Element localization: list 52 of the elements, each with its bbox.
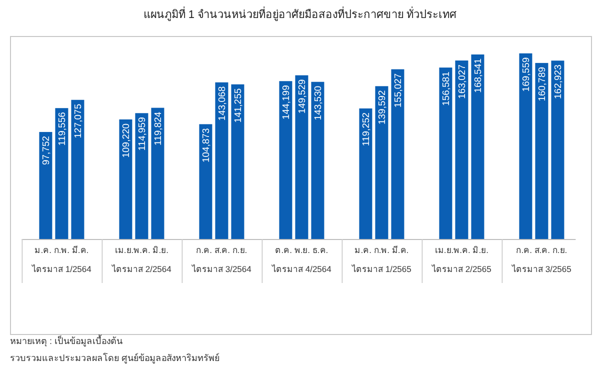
bar [231, 84, 244, 239]
data-label: 144,199 [281, 85, 292, 120]
bar [439, 68, 452, 239]
bar [359, 108, 372, 239]
bar [391, 69, 404, 239]
bar [455, 60, 468, 239]
x-tick-label: ก.ค. ส.ค. ก.ย. ไตรมาส 3/2564 [191, 245, 252, 274]
data-label: 119,824 [153, 112, 164, 146]
bar [519, 53, 532, 239]
bar [55, 108, 68, 239]
data-label: 149,529 [297, 79, 308, 114]
data-label: 119,556 [57, 112, 68, 146]
x-tick-label: ม.ค. ก.พ. มี.ค. ไตรมาส 1/2565 [351, 245, 412, 274]
data-label: 143,530 [313, 86, 324, 120]
text: รวบรวมและประมวลผลโดย ศูนย์ข้อมูลอสังหาริมทรัพย์ [10, 352, 220, 364]
data-label: 155,027 [393, 73, 404, 108]
data-label: 119,252 [361, 112, 372, 146]
x-tick-label: ก.ค. ส.ค. ก.ย. ไตรมาส 3/2565 [511, 245, 572, 274]
data-label: 141,255 [233, 88, 244, 123]
x-tick-label: เม.ย.พ.ค. มิ.ย. ไตรมาส 2/2564 [111, 245, 172, 274]
x-tick-label: เม.ย.พ.ค. มิ.ย. ไตรมาส 2/2565 [431, 245, 492, 274]
x-tick-label: ม.ค. ก.พ. มี.ค. ไตรมาส 1/2564 [31, 245, 92, 274]
data-label: 143,068 [217, 86, 228, 121]
bar [71, 100, 84, 239]
bar [535, 62, 548, 239]
data-label: 114,959 [137, 117, 148, 151]
bar [295, 75, 308, 239]
data-label: 163,027 [457, 64, 468, 99]
data-label: 139,592 [377, 90, 388, 125]
data-label: 169,559 [521, 57, 532, 92]
chart-title: แผนภูมิที่ 1 จำนวนหน่วยที่อยู่อาศัยมือสองที่ประกาศขาย ทั่วประเทศ [143, 6, 457, 21]
bar [311, 82, 324, 239]
data-label: 160,789 [537, 66, 548, 102]
data-label: 162,923 [553, 64, 564, 99]
data-label: 127,075 [73, 104, 84, 138]
bar [279, 81, 292, 239]
data-label: 156,581 [441, 72, 452, 106]
bar [39, 132, 52, 239]
data-label: 97,752 [41, 136, 52, 166]
bar [375, 86, 388, 239]
data-label: 104,873 [201, 128, 212, 163]
bar [199, 124, 212, 239]
bar [471, 54, 484, 239]
bar [215, 82, 228, 239]
data-label: 109,220 [121, 123, 132, 158]
bar [551, 60, 564, 239]
bar [135, 113, 148, 239]
bar [119, 119, 132, 239]
x-tick-label: ต.ค. พ.ย. ธ.ค. ไตรมาส 4/2564 [271, 245, 332, 274]
bar [151, 108, 164, 239]
text: หมายเหตุ : เป็นข้อมูลเบื้องต้น [10, 334, 123, 347]
data-label: 168,541 [473, 58, 484, 93]
